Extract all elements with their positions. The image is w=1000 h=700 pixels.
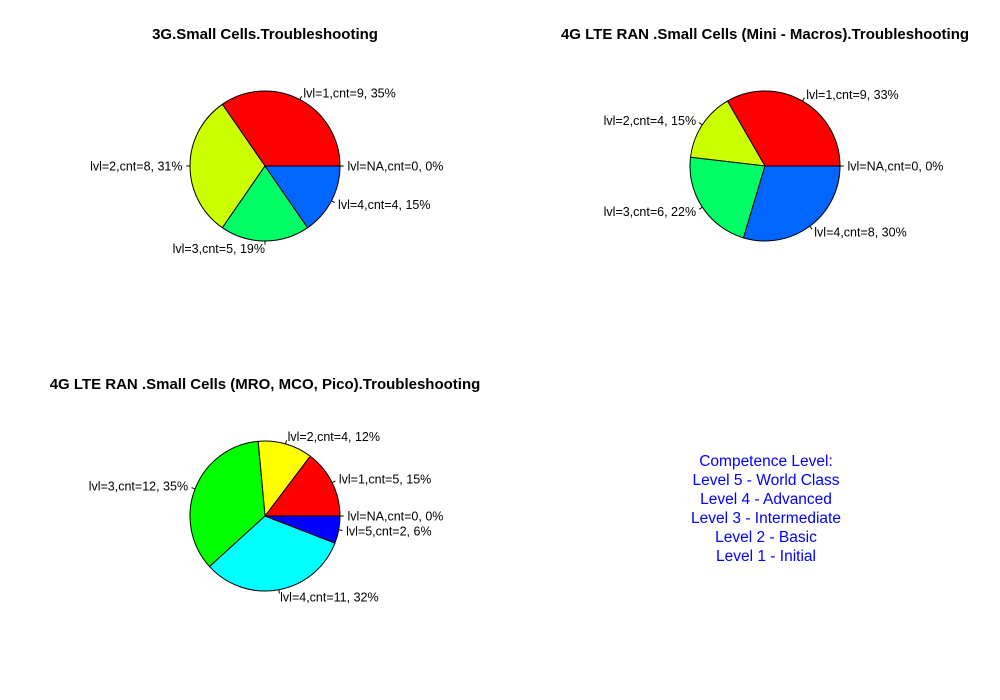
slice-label: lvl=3,cnt=6, 22% [604,205,696,219]
legend-line: Competence Level: [699,453,833,470]
pie-chart-3: 4G LTE RAN .Small Cells (MRO, MCO, Pico)… [50,376,481,605]
slice-label: lvl=1,cnt=5, 15% [339,473,431,487]
chart-title: 3G.Small Cells.Troubleshooting [152,26,378,43]
label-leader [809,225,813,230]
slice-label: lvl=NA,cnt=0, 0% [348,510,444,524]
competence-level-legend: Competence Level: Level 5 - World Class … [640,452,892,566]
label-leader [299,96,303,100]
pie-slice [264,165,341,229]
label-leader [698,122,703,126]
pie-chart-2: 4G LTE RAN .Small Cells (Mini - Macros).… [561,26,969,242]
slice-label: lvl=1,cnt=9, 35% [303,86,395,100]
legend-line: Level 1 - Initial [716,548,816,565]
slice-label: lvl=4,cnt=8, 30% [814,226,906,240]
label-leader [191,487,196,490]
label-leader [285,440,288,444]
slice-label: lvl=1,cnt=9, 33% [806,88,898,102]
label-leader [331,200,335,204]
pie-chart-1: 3G.Small Cells.Troubleshooting lvl=NA,cnt… [90,26,443,256]
pie-slice [742,165,841,242]
slice-label: lvl=4,cnt=11, 32% [280,591,378,605]
legend-line: Level 5 - World Class [692,472,840,489]
label-leader [802,97,805,102]
slice-label: lvl=NA,cnt=0, 0% [848,160,944,174]
slice-label: lvl=3,cnt=12, 35% [89,480,188,494]
pie-slice [689,156,766,239]
legend-line: Level 2 - Basic [715,529,817,546]
label-leader [338,529,343,531]
slice-label: lvl=2,cnt=4, 15% [604,114,696,128]
slice-label: lvl=2,cnt=4, 12% [288,430,380,444]
slice-label: lvl=4,cnt=4, 15% [338,198,430,212]
pie-slice [263,455,341,517]
chart-title: 4G LTE RAN .Small Cells (MRO, MCO, Pico)… [50,376,481,393]
legend-line: Level 4 - Advanced [700,491,832,508]
label-leader [278,589,280,594]
slice-label: lvl=3,cnt=5, 19% [173,242,265,256]
chart-title: 4G LTE RAN .Small Cells (Mini - Macros).… [561,26,969,43]
legend-line: Level 3 - Intermediate [691,510,841,527]
label-leader [698,206,703,210]
pie-slice [726,90,841,167]
pie-slice [221,165,309,242]
pie-slice [221,90,341,167]
label-leader [331,480,336,484]
slice-label: lvl=NA,cnt=0, 0% [348,160,444,174]
slice-label: lvl=2,cnt=8, 31% [90,160,182,174]
slice-label: lvl=5,cnt=2, 6% [346,525,431,539]
pie-slice [189,103,266,229]
